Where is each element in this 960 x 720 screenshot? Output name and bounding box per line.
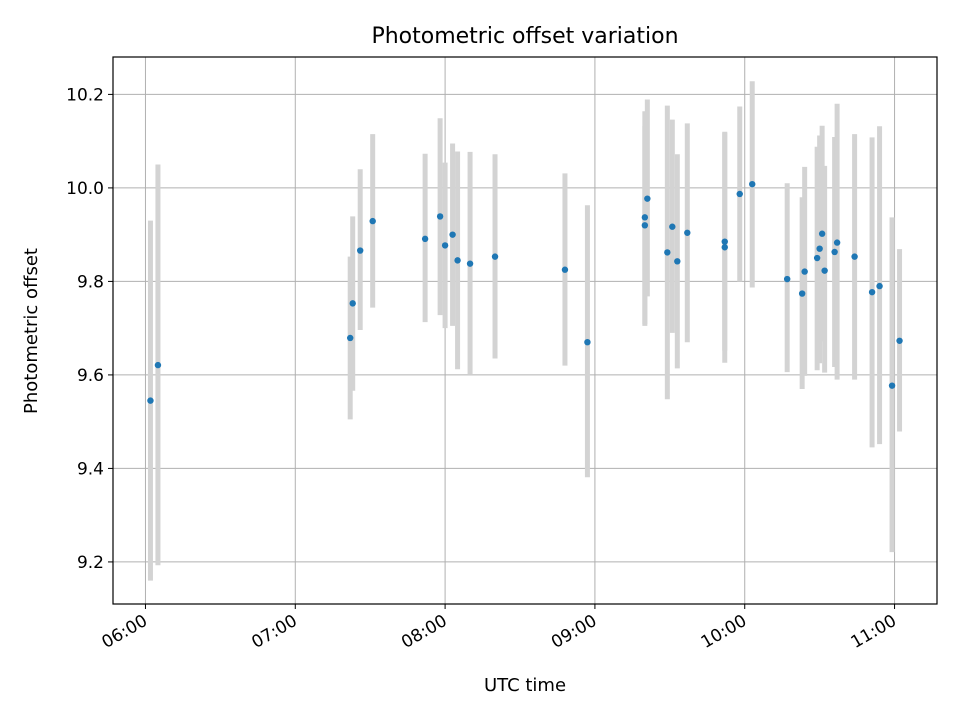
y-tick-label: 10.2 xyxy=(66,85,104,105)
data-point xyxy=(349,300,356,307)
data-point xyxy=(369,217,376,225)
data-point xyxy=(491,253,499,260)
y-tick-label: 9.6 xyxy=(77,366,104,386)
data-point xyxy=(821,267,828,274)
data-point xyxy=(816,245,823,252)
data-point xyxy=(813,254,821,262)
data-point xyxy=(641,214,649,221)
y-tick-label: 9.8 xyxy=(77,272,104,292)
data-point xyxy=(833,239,841,246)
y-axis-ticks: 9.2 9.4 9.6 9.8 10.0 10.2 xyxy=(66,85,113,573)
data-point xyxy=(721,244,728,251)
chart-title: Photometric offset variation xyxy=(371,24,678,49)
data-point xyxy=(868,288,876,296)
data-point xyxy=(421,235,429,243)
plot-frame xyxy=(112,56,938,605)
data-point xyxy=(896,337,903,344)
data-point xyxy=(147,397,154,404)
data-point xyxy=(798,290,806,297)
data-point xyxy=(561,266,569,273)
data-point xyxy=(736,190,743,198)
data-point xyxy=(357,247,364,254)
data-point xyxy=(584,338,591,346)
data-point xyxy=(644,195,651,202)
data-point xyxy=(664,249,671,256)
data-point xyxy=(441,242,449,249)
data-point xyxy=(466,260,474,267)
data-point xyxy=(641,222,649,229)
data-point xyxy=(674,258,681,265)
data-point xyxy=(154,361,162,369)
data-point xyxy=(818,230,826,237)
data-point xyxy=(749,180,756,188)
y-tick-label: 9.2 xyxy=(77,553,104,573)
y-tick-label: 9.4 xyxy=(77,459,104,479)
data-point xyxy=(454,257,461,264)
data-point xyxy=(684,229,691,236)
x-axis-label: UTC time xyxy=(484,675,566,696)
data-point xyxy=(851,253,858,260)
data-point xyxy=(436,213,444,220)
data-point xyxy=(831,248,838,256)
data-point xyxy=(669,223,676,230)
data-point xyxy=(449,231,456,238)
data-point xyxy=(888,382,896,389)
data-point xyxy=(721,238,728,245)
y-tick-label: 10.0 xyxy=(66,179,104,199)
data-point xyxy=(347,334,354,342)
data-points xyxy=(147,180,903,404)
data-point xyxy=(783,275,791,283)
data-point xyxy=(876,282,883,290)
data-point xyxy=(801,268,808,275)
y-axis-label: Photometric offset xyxy=(21,248,42,414)
